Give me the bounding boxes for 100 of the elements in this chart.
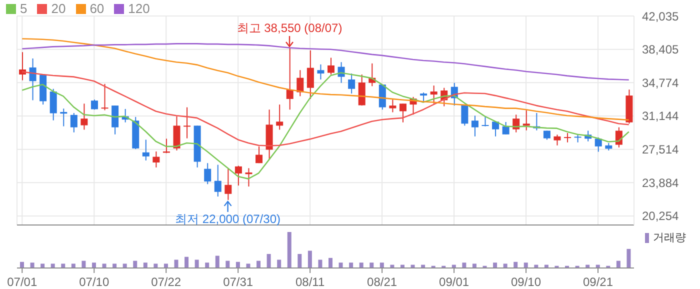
candlestick [430,85,438,104]
annotation: 최고 38,550 (08/07) [236,20,342,35]
candlestick [245,168,252,188]
bar [318,260,322,268]
bar [184,256,189,268]
bar [462,262,466,268]
y-tick-label: 34,774 [642,76,680,90]
legend-label: 5 [20,1,28,16]
bar [370,262,374,268]
bar [61,264,66,268]
y-tick-label: 27,514 [642,142,680,157]
legend-label: 120 [128,1,150,16]
bar [82,260,86,268]
x-tick-label: 08/21 [367,275,398,289]
candlestick [554,134,561,146]
bar [298,254,302,268]
bar [164,264,168,268]
bar [266,254,271,268]
bar [112,264,117,268]
y-tick-label: 23,884 [642,176,680,190]
candlestick [615,126,622,148]
x-tick-label: 07/01 [7,275,38,289]
candlestick [512,114,520,133]
y-tick-label: 42,035 [642,9,680,24]
candlestick [286,47,294,110]
y-tick-label: 20,254 [642,209,680,224]
bar [256,260,261,268]
bar [236,262,240,268]
candlestick [101,83,108,111]
bar [194,260,199,268]
bar [102,264,106,268]
x-tick-label: 08/11 [296,275,325,289]
bar [287,232,292,268]
bar [143,262,148,268]
candlestick [142,139,150,161]
legend-label: 60 [90,1,104,16]
candlestick [90,99,98,110]
candlestick [328,57,334,76]
bar [277,260,282,268]
line-series [21,43,630,80]
candlestick [317,64,324,80]
bar [328,258,332,268]
candlestick [152,150,160,168]
bar [20,262,24,268]
bar [246,264,250,268]
bar [133,260,138,268]
candlestick [564,132,572,143]
candlestick [522,110,530,131]
x-tick-label: 07/31 [223,275,254,289]
candlestick [184,106,191,139]
bar [215,256,220,268]
bar [92,262,96,268]
candlestick [399,103,406,123]
bar [205,262,210,268]
bar [71,264,76,268]
bar [626,248,631,268]
bar [30,262,34,268]
bar [174,260,178,268]
candlestick [50,88,57,121]
bar [503,264,508,268]
bar [359,262,364,268]
candlestick [173,116,180,151]
bar [380,262,384,268]
bar [616,260,620,268]
candlestick [348,73,356,94]
bar [472,264,476,268]
candlestick [224,168,232,200]
x-tick-label: 09/10 [511,275,542,289]
candlestick [112,105,119,135]
bar [338,262,343,268]
candlestick [80,103,88,130]
candlestick [389,99,396,113]
bar [226,260,230,268]
candlestick [306,50,314,100]
bar [308,250,312,268]
candlestick [234,165,242,186]
candlestick [420,92,428,102]
candlestick [276,104,284,130]
bar [493,262,498,268]
bar [524,262,528,268]
candlestick [471,115,478,137]
bar [154,264,158,268]
bar [349,262,354,268]
x-tick-label: 09/21 [582,275,614,289]
bar [40,264,45,268]
bar [514,262,518,268]
candlestick [502,121,510,135]
annotation: 최저 22,000 (07/30) [175,212,281,226]
y-tick-label: 31,144 [642,109,680,124]
x-tick-label: 09/01 [439,275,470,289]
candlestick [461,104,468,126]
candlestick [204,162,212,185]
candlestick [256,146,263,164]
bar [50,264,55,268]
candlestick [60,108,68,127]
candlestick [492,120,500,137]
x-tick-label: 07/22 [151,275,182,289]
candlestick [482,116,489,127]
legend-label: 20 [51,1,66,16]
candlestick [70,112,78,133]
